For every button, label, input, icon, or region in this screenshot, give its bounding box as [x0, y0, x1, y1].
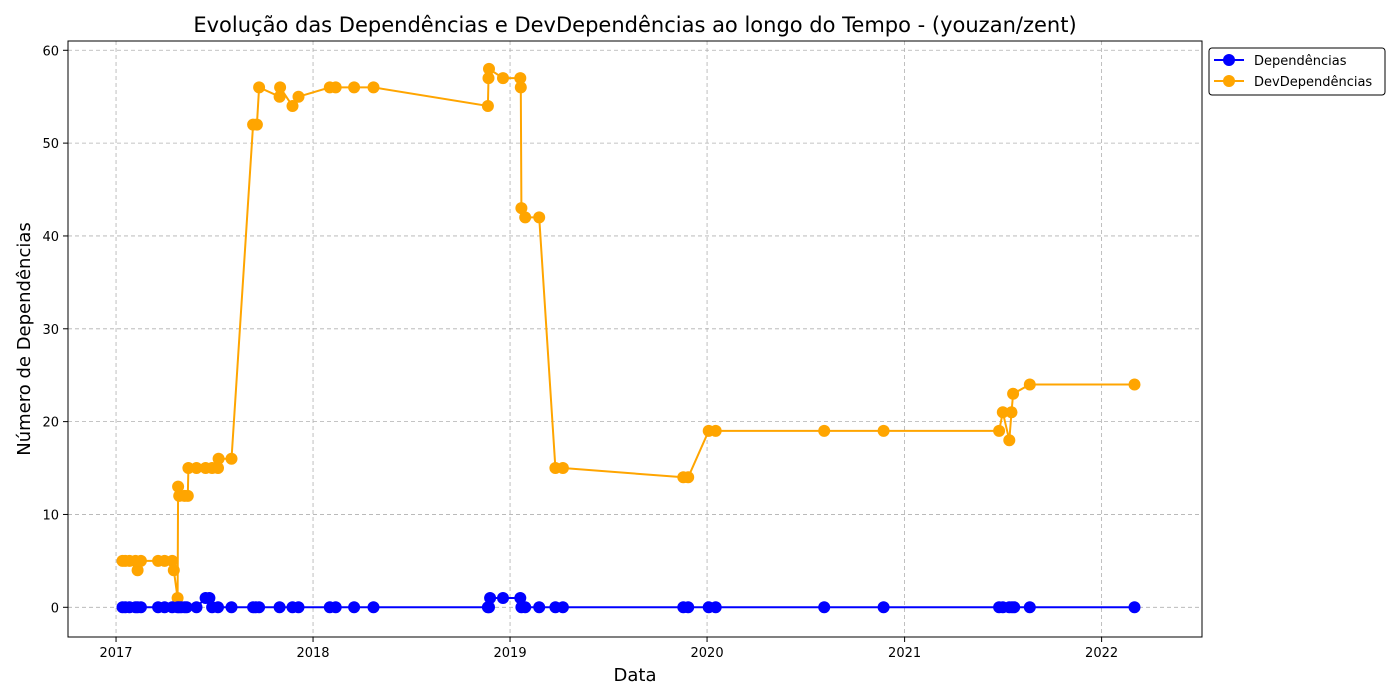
data-point [514, 592, 527, 604]
y-axis-label: Número de Dependências [14, 222, 35, 456]
data-point [329, 601, 342, 614]
series-dependencias [116, 592, 1141, 614]
data-point [167, 564, 180, 577]
data-point [225, 601, 238, 614]
x-tick-label: 2021 [888, 646, 921, 661]
data-point [274, 81, 287, 94]
data-point [212, 462, 224, 474]
data-point [709, 601, 722, 614]
data-point [818, 424, 831, 437]
data-point [483, 601, 495, 614]
ticks: 2017 2018 2019 2020 2021 2022 0 10 20 30 40 50 60 [42, 44, 1118, 661]
x-tick-label: 2022 [1085, 646, 1118, 661]
plot-frame [67, 40, 1203, 638]
data-point [1023, 601, 1036, 614]
data-point [533, 211, 546, 224]
data-point [519, 211, 532, 224]
data-point [1007, 387, 1020, 400]
data-point [877, 601, 890, 614]
data-point [497, 592, 509, 604]
data-point [497, 72, 509, 85]
legend-marker-dependencias [1223, 54, 1235, 66]
x-tick-label: 2018 [296, 646, 329, 661]
legend-box [1208, 47, 1386, 96]
data-point [1003, 434, 1016, 447]
data-point [481, 100, 494, 112]
y-tick-label: 60 [42, 44, 59, 59]
data-point [519, 601, 532, 614]
data-point [818, 601, 831, 614]
data-point [273, 601, 286, 614]
data-point [134, 601, 147, 614]
series-line [122, 67, 1135, 599]
data-point [225, 452, 238, 465]
data-point [515, 202, 528, 215]
data-point [250, 118, 263, 131]
y-tick-label: 0 [51, 601, 59, 616]
data-point [348, 81, 361, 94]
data-point [709, 424, 722, 437]
data-point [286, 100, 299, 112]
series-devdependencias [116, 62, 1141, 604]
data-point [348, 601, 361, 614]
data-point [514, 81, 527, 94]
data-point [482, 72, 495, 85]
y-tick-label: 10 [42, 508, 59, 523]
legend-label-dependencias: Dependências [1254, 54, 1347, 69]
series-layer [116, 62, 1141, 614]
x-tick-label: 2020 [691, 646, 724, 661]
data-point [996, 406, 1009, 419]
data-point [212, 452, 225, 465]
data-point [329, 81, 342, 94]
data-point [484, 592, 497, 604]
y-tick-label: 40 [42, 230, 59, 245]
data-point [877, 424, 890, 437]
data-point [166, 554, 179, 567]
data-point [367, 81, 380, 94]
data-point [514, 72, 527, 85]
data-point [556, 462, 569, 474]
data-point [171, 592, 184, 604]
data-point [134, 554, 147, 567]
y-tick-label: 20 [42, 416, 59, 431]
data-point [533, 601, 546, 614]
data-point [682, 601, 695, 614]
chart-title: Evolução das Dependências e DevDependênc… [193, 13, 1076, 37]
legend-label-devdependencias: DevDependências [1254, 75, 1372, 90]
y-tick-label: 50 [42, 137, 59, 152]
x-tick-label: 2017 [99, 646, 132, 661]
data-point [253, 81, 266, 94]
data-point [273, 90, 286, 103]
data-point [483, 62, 495, 75]
data-point [1128, 601, 1141, 614]
data-point [1023, 378, 1036, 391]
data-point [367, 601, 380, 614]
data-point [1128, 378, 1141, 391]
data-point [190, 462, 203, 474]
data-point [253, 601, 266, 614]
legend-marker-devdependencias [1223, 75, 1235, 87]
data-point [203, 592, 216, 604]
data-point [1008, 601, 1021, 614]
data-point [190, 601, 203, 614]
data-point [181, 489, 194, 502]
legend: Dependências DevDependências [1208, 47, 1386, 96]
data-point [292, 90, 305, 103]
data-point [682, 471, 695, 484]
data-point [1005, 406, 1018, 419]
data-point [292, 601, 305, 614]
data-point [172, 480, 185, 493]
data-point [180, 601, 193, 614]
x-axis-label: Data [614, 665, 657, 686]
data-point [556, 601, 569, 614]
x-tick-label: 2019 [494, 646, 527, 661]
y-tick-label: 30 [42, 323, 59, 338]
data-point [993, 424, 1006, 437]
data-point [212, 601, 224, 614]
data-point [131, 564, 144, 577]
grid [68, 41, 1202, 637]
